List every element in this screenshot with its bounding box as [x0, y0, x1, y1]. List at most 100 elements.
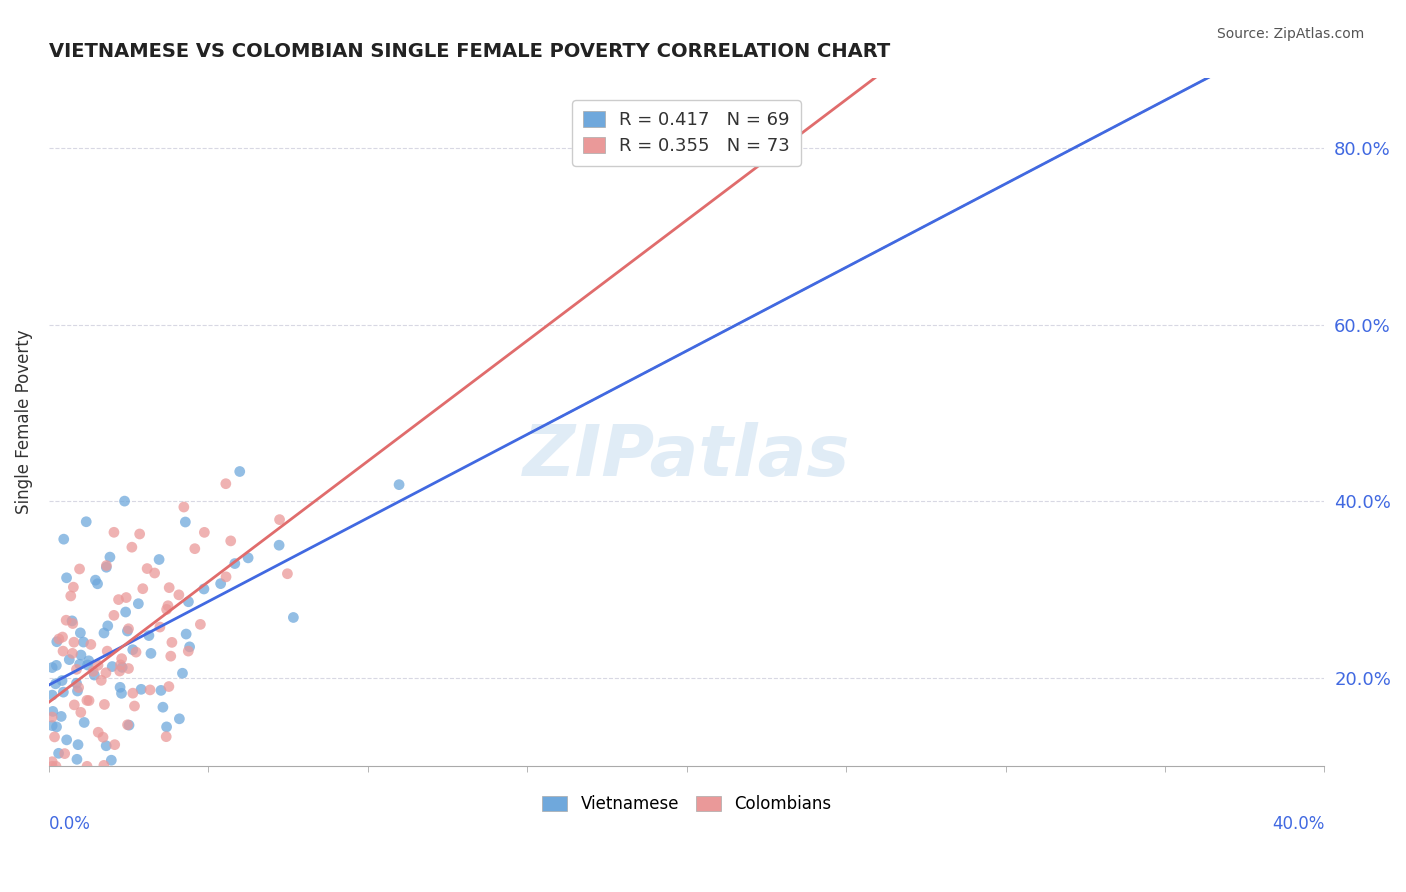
Point [209, 576, 232, 591]
Point [45, 720, 67, 734]
Point [66, 752, 89, 766]
Point [65, 676, 87, 690]
Point [157, 581, 180, 595]
Point [125, 645, 148, 659]
Point [98, 550, 121, 565]
Point [167, 588, 190, 602]
Point [103, 608, 125, 623]
Point [52, 532, 75, 546]
Point [80, 637, 103, 651]
Text: 0.0%: 0.0% [49, 814, 91, 832]
Point [139, 646, 162, 660]
Point [114, 494, 136, 508]
Point [55, 571, 77, 585]
Point [388, 477, 411, 491]
Text: 40.0%: 40.0% [1272, 814, 1324, 832]
Point [87, 658, 110, 673]
Point [149, 683, 172, 698]
Point [121, 540, 143, 554]
Point [59, 589, 82, 603]
Point [93, 758, 115, 772]
Point [117, 624, 139, 638]
Point [45, 634, 67, 648]
Point [58, 652, 80, 666]
Point [236, 550, 259, 565]
Point [139, 682, 162, 697]
Point [269, 513, 291, 527]
Point [148, 552, 170, 566]
Y-axis label: Single Female Poverty: Single Female Poverty [15, 330, 32, 515]
Point [193, 525, 215, 540]
Point [224, 557, 246, 571]
Point [87, 725, 110, 739]
Point [77, 654, 100, 668]
Point [41, 755, 63, 769]
Point [62, 616, 84, 631]
Point [179, 640, 201, 654]
Point [108, 664, 131, 678]
Point [190, 617, 212, 632]
Point [94, 665, 117, 680]
Point [69, 625, 91, 640]
Text: Source: ZipAtlas.com: Source: ZipAtlas.com [1216, 27, 1364, 41]
Point [269, 538, 291, 552]
Point [82, 665, 104, 679]
Point [96, 558, 118, 573]
Point [121, 642, 143, 657]
Point [169, 712, 191, 726]
Point [60, 614, 83, 628]
Point [45, 759, 67, 773]
Point [172, 666, 194, 681]
Point [52, 685, 75, 699]
Point [75, 515, 97, 529]
Point [51, 630, 73, 644]
Point [174, 515, 197, 529]
Point [124, 699, 146, 714]
Point [219, 533, 242, 548]
Point [184, 541, 207, 556]
Point [48, 747, 70, 761]
Point [100, 753, 122, 767]
Point [41, 660, 63, 674]
Point [45, 677, 67, 691]
Point [51, 673, 73, 688]
Point [84, 573, 107, 587]
Point [114, 605, 136, 619]
Point [110, 657, 132, 672]
Point [70, 648, 93, 662]
Point [83, 668, 105, 682]
Point [132, 582, 155, 596]
Point [174, 627, 197, 641]
Point [93, 626, 115, 640]
Point [63, 698, 86, 712]
Point [63, 635, 86, 649]
Point [72, 635, 94, 649]
Point [69, 657, 91, 672]
Point [215, 476, 238, 491]
Point [93, 698, 115, 712]
Point [42, 705, 65, 719]
Point [73, 715, 96, 730]
Point [90, 673, 112, 688]
Point [108, 681, 131, 695]
Point [117, 661, 139, 675]
Point [62, 580, 84, 594]
Point [96, 644, 118, 658]
Point [51, 709, 73, 723]
Point [101, 659, 124, 673]
Point [215, 570, 238, 584]
Point [276, 566, 298, 581]
Point [76, 658, 98, 673]
Point [128, 527, 150, 541]
Point [55, 613, 77, 627]
Point [117, 622, 139, 636]
Point [193, 582, 215, 596]
Point [149, 620, 172, 634]
Point [156, 599, 179, 613]
Point [156, 602, 179, 616]
Point [66, 684, 89, 698]
Point [157, 680, 180, 694]
Point [65, 662, 87, 676]
Point [143, 566, 166, 580]
Point [121, 686, 143, 700]
